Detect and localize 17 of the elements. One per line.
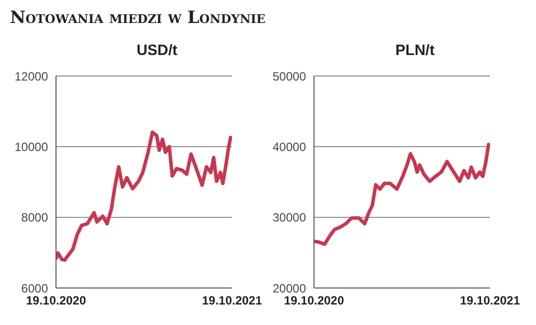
chart-subtitle: PLN/t (394, 42, 436, 61)
chart-subtitle: USD/t (136, 42, 178, 61)
line-series (56, 130, 232, 262)
x-tick-label: 19.10.2021 (460, 294, 520, 308)
chart-title: Notowania miedzi w Londynie (9, 8, 266, 30)
y-tick-label: 50000 (272, 69, 306, 84)
y-tick-label: 8000 (21, 210, 48, 225)
y-tick-label: 6000 (21, 281, 48, 296)
x-tick-label: 19.10.2021 (202, 294, 262, 308)
y-tick-label: 30000 (272, 210, 306, 225)
x-tick-label: 19.10.2020 (284, 294, 344, 308)
y-tick-label: 40000 (272, 140, 306, 154)
line-series (314, 142, 490, 246)
y-tick-label: 12000 (14, 69, 48, 84)
x-tick-label: 19.10.2020 (26, 294, 86, 308)
y-tick-label: 10000 (14, 140, 48, 154)
y-tick-label: 20000 (272, 281, 306, 296)
